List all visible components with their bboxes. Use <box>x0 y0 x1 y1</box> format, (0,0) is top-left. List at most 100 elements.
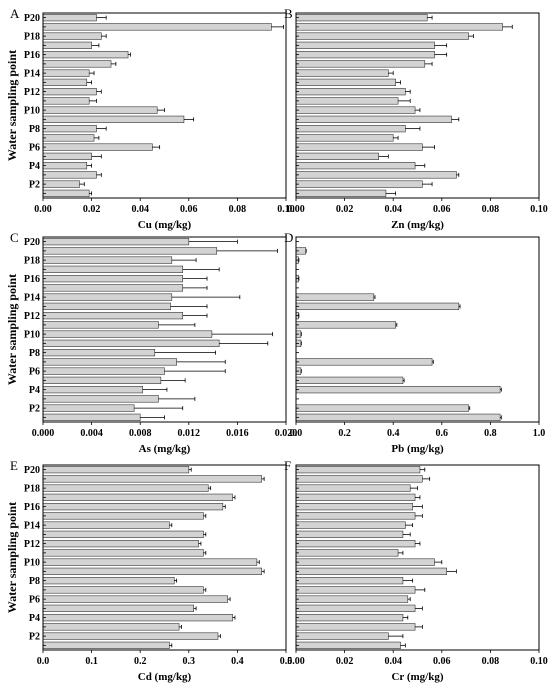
panel-letter: A <box>10 6 20 21</box>
bar-p8 <box>42 576 175 585</box>
x-tick-label: 0.06 <box>433 656 451 667</box>
bar-p14 <box>42 293 173 301</box>
y-tick-label: P8 <box>29 348 40 359</box>
x-axis-label: Pb (mg/kg) <box>391 443 444 455</box>
bar-p10 <box>295 106 416 114</box>
bar-p2 <box>295 180 423 188</box>
bar-p20 <box>295 465 421 474</box>
plot-frame <box>295 12 540 199</box>
bar-p8 <box>295 576 404 585</box>
bar-p13 <box>42 302 171 311</box>
x-tick-label: 0.008 <box>129 428 152 439</box>
bar-p13 <box>295 78 396 87</box>
bar-p19 <box>42 247 218 255</box>
y-tick-label: P2 <box>29 404 40 415</box>
x-tick-label: 0.04 <box>384 204 402 215</box>
bar-p13 <box>295 302 460 311</box>
bar-p15 <box>295 512 416 520</box>
bar-p6 <box>42 367 165 375</box>
bar-p2 <box>295 404 469 412</box>
y-tick-label: P6 <box>29 595 40 606</box>
bar-p12 <box>295 87 406 96</box>
bar-p3 <box>42 171 97 179</box>
bar-p15 <box>42 284 184 292</box>
bar-p18 <box>42 256 173 264</box>
x-axis-label: Cd (mg/kg) <box>138 671 192 683</box>
panel-f: F 0.00 0.02 0.04 0.06 0.08 0.10 Cr (mg/kg) <box>284 458 548 683</box>
bar-p2 <box>42 632 219 640</box>
x-tick-label: 0.08 <box>482 204 500 215</box>
bar-p20 <box>42 13 97 22</box>
x-tick-label: 0.8 <box>484 428 497 439</box>
x-axis-label: Cr (mg/kg) <box>391 671 443 683</box>
bar-p6 <box>295 595 409 603</box>
bar-p12 <box>295 539 416 548</box>
bar-p14 <box>42 69 90 77</box>
y-axis-label: Water sampling point <box>5 50 19 161</box>
bar-p16 <box>42 50 129 59</box>
x-tick-label: 0.004 <box>80 428 103 439</box>
bar-p3 <box>42 395 159 403</box>
bar-p6 <box>42 143 153 151</box>
bar-p11 <box>42 97 90 105</box>
bar-p11 <box>295 97 399 105</box>
bar-p7 <box>295 358 433 366</box>
bar-p6 <box>42 595 228 603</box>
bar-p10 <box>42 106 158 114</box>
panel-b: B 0.00 0.02 0.04 0.06 0.08 0.10 Zn (mg/kg) <box>284 6 548 231</box>
bar-p19 <box>295 23 503 31</box>
x-tick-label: 0.06 <box>180 204 198 215</box>
y-tick-label: P20 <box>24 13 40 24</box>
bar-p1 <box>295 641 401 650</box>
y-axis-label: Water sampling point <box>5 274 19 385</box>
x-tick-label: 0.08 <box>482 656 500 667</box>
x-tick-label: 0.6 <box>436 428 449 439</box>
bar-p9 <box>42 115 185 124</box>
bar-p11 <box>42 549 204 557</box>
bar-p11 <box>295 321 396 329</box>
panel-e: E 0.0 0.1 0.2 0.3 0.4 0.5 Cd (mg/kg) P2 P4 P6 P8 P10… <box>5 458 292 683</box>
y-tick-label: P14 <box>24 521 40 532</box>
x-tick-label: 0.2 <box>338 428 351 439</box>
bar-p5 <box>42 604 194 613</box>
y-tick-label: P4 <box>29 161 40 172</box>
plot-frame <box>295 236 540 423</box>
y-tick-label: P10 <box>24 558 40 569</box>
bar-p1 <box>42 413 141 422</box>
x-tick-label: 0.3 <box>183 656 196 667</box>
bar-p7 <box>295 586 416 594</box>
x-tick-label: 0.000 <box>32 428 55 439</box>
bar-p20 <box>42 465 190 474</box>
bar-p7 <box>42 358 177 366</box>
bar-p5 <box>295 376 404 385</box>
panel-letter: D <box>284 230 293 245</box>
x-tick-label: 0.10 <box>530 204 548 215</box>
bar-p13 <box>42 78 88 87</box>
plot-frame <box>295 464 540 651</box>
bar-p3 <box>295 171 457 179</box>
bar-p11 <box>42 321 159 329</box>
y-tick-label: P20 <box>24 237 40 248</box>
x-tick-label: 1.0 <box>533 428 546 439</box>
bar-p4 <box>42 613 233 622</box>
bar-p3 <box>42 623 180 631</box>
x-axis-label: Zn (mg/kg) <box>391 219 444 231</box>
x-axis-label: As (mg/kg) <box>139 443 191 455</box>
bar-p9 <box>42 567 262 576</box>
bar-p7 <box>295 134 394 142</box>
bar-p8 <box>42 348 156 357</box>
x-tick-label: 0.016 <box>226 428 249 439</box>
bar-p4 <box>42 385 143 394</box>
bar-p19 <box>42 23 272 31</box>
bar-p15 <box>42 60 112 68</box>
bar-p6 <box>295 143 423 151</box>
bar-p16 <box>295 502 413 511</box>
bar-p10 <box>42 558 258 566</box>
y-tick-label: P2 <box>29 180 40 191</box>
bar-p12 <box>42 539 199 548</box>
bar-p9 <box>295 567 447 576</box>
plot-frame <box>42 236 287 423</box>
bar-p7 <box>42 134 95 142</box>
bar-p1 <box>42 641 170 650</box>
